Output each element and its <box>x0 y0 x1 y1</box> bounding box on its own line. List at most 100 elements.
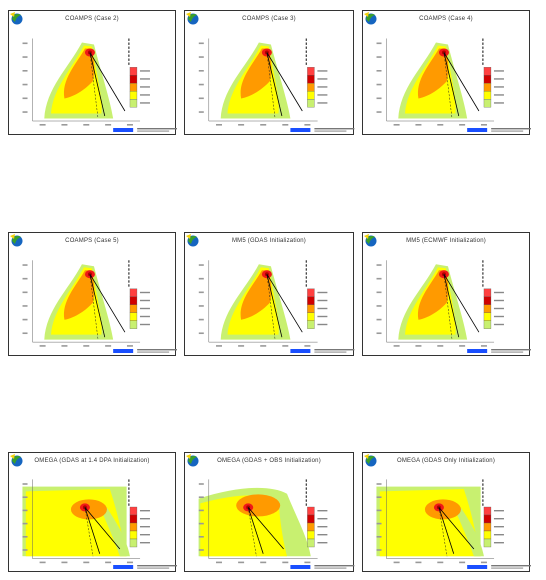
contour-orange <box>417 48 449 99</box>
plume-panel: COAMPS (Case 5) <box>8 232 177 356</box>
y-tick-label <box>376 318 382 321</box>
trajectory-line <box>89 52 106 117</box>
legend-swatch <box>483 538 492 548</box>
site-marker <box>482 491 484 494</box>
trajectory-line <box>266 274 283 338</box>
legend-swatch <box>307 67 315 76</box>
trajectory-line <box>443 273 480 333</box>
legend-label <box>317 307 328 310</box>
footer-text-line <box>137 351 170 353</box>
legend-label <box>317 102 328 104</box>
y-tick-label <box>376 83 382 86</box>
site-marker <box>482 284 484 287</box>
site-marker <box>482 260 484 263</box>
panel-title: MM5 (GDAS Initialization) <box>231 238 307 244</box>
site-marker <box>482 479 484 482</box>
site-marker <box>482 62 484 65</box>
x-tick-label <box>83 345 90 347</box>
x-tick-label <box>459 345 466 347</box>
plume-contours <box>22 486 130 557</box>
plume-contours <box>376 486 484 557</box>
x-tick-label <box>393 345 400 347</box>
site-marker <box>305 46 307 49</box>
x-tick-label <box>415 345 422 347</box>
legend-swatch <box>483 91 492 100</box>
y-tick-label <box>198 277 204 280</box>
scale-bar <box>467 565 488 569</box>
site-marker <box>305 503 307 506</box>
footer-text-line <box>137 130 170 132</box>
site-marker <box>128 260 130 263</box>
x-tick-label <box>126 124 133 126</box>
globe-logo-icon <box>10 454 23 467</box>
y-tick-label <box>376 264 382 266</box>
site-marker <box>482 268 484 271</box>
legend-label <box>493 534 504 536</box>
concentration-legend <box>483 506 504 548</box>
site-marker <box>305 491 307 494</box>
plume-map <box>376 38 531 132</box>
contour-orange <box>240 48 272 99</box>
legend-swatch <box>483 99 492 108</box>
plume-panel: OMEGA (GDAS Only Initialization) <box>362 452 531 572</box>
trajectory-line-dashed <box>438 507 448 557</box>
x-tick-label <box>260 124 267 126</box>
panel-title: OMEGA (GDAS at 1.4 DPA Initialization) <box>34 458 150 464</box>
legend-swatch <box>307 538 315 548</box>
y-tick-label <box>22 70 28 72</box>
legend-label <box>493 315 504 318</box>
concentration-legend <box>483 288 504 329</box>
y-tick-label <box>22 549 28 551</box>
scale-bar <box>290 565 311 569</box>
plume-panel: COAMPS (Case 4) <box>362 10 531 135</box>
legend-label <box>493 86 504 88</box>
x-tick-label <box>393 124 400 126</box>
footer-text-line <box>491 128 531 130</box>
legend-swatch <box>483 320 492 329</box>
concentration-legend <box>307 506 328 548</box>
legend-label <box>139 510 150 512</box>
x-tick-label <box>480 124 487 126</box>
trajectory-line <box>443 52 460 117</box>
site-marker <box>482 42 484 45</box>
x-tick-label <box>39 124 46 126</box>
y-tick-label <box>22 483 28 485</box>
axes <box>376 260 495 347</box>
legend-label <box>139 307 150 310</box>
contour-orange <box>240 270 272 320</box>
footer-text-line <box>137 128 177 130</box>
x-tick-label <box>105 345 112 347</box>
legend-swatch <box>307 75 315 84</box>
plume-panel: COAMPS (Case 2) <box>8 10 177 135</box>
y-tick-label <box>376 291 382 294</box>
x-tick-label <box>61 345 68 347</box>
y-tick-label <box>376 509 382 512</box>
globe-logo-icon <box>364 454 377 467</box>
legend-swatch <box>129 312 138 321</box>
axes <box>22 479 141 564</box>
panel-title: COAMPS (Case 4) <box>419 16 473 22</box>
plume-contours <box>220 42 303 119</box>
y-tick-label <box>22 42 28 45</box>
x-tick-label <box>39 345 46 347</box>
footer-text-line <box>314 128 355 130</box>
plume-panel: OMEGA (GDAS at 1.4 DPA Initialization) <box>8 452 177 572</box>
legend-swatch <box>129 538 138 548</box>
y-tick-label <box>198 509 204 512</box>
site-marker <box>128 42 130 45</box>
legend-swatch <box>483 296 492 305</box>
legend-swatch <box>307 514 315 524</box>
legend-label <box>493 526 504 528</box>
trajectory-line <box>247 507 284 550</box>
trajectory-line <box>266 52 303 112</box>
globe-logo-icon <box>364 12 377 25</box>
trajectory-line-dashed <box>266 52 276 119</box>
legend-swatch <box>129 304 138 313</box>
legend-swatch <box>129 67 138 76</box>
y-tick-label <box>22 332 28 335</box>
y-tick-label <box>198 318 204 321</box>
panel-title: COAMPS (Case 3) <box>242 16 296 22</box>
footer-text-line <box>314 349 355 351</box>
legend-swatch <box>129 514 138 524</box>
x-tick-label <box>459 561 466 564</box>
